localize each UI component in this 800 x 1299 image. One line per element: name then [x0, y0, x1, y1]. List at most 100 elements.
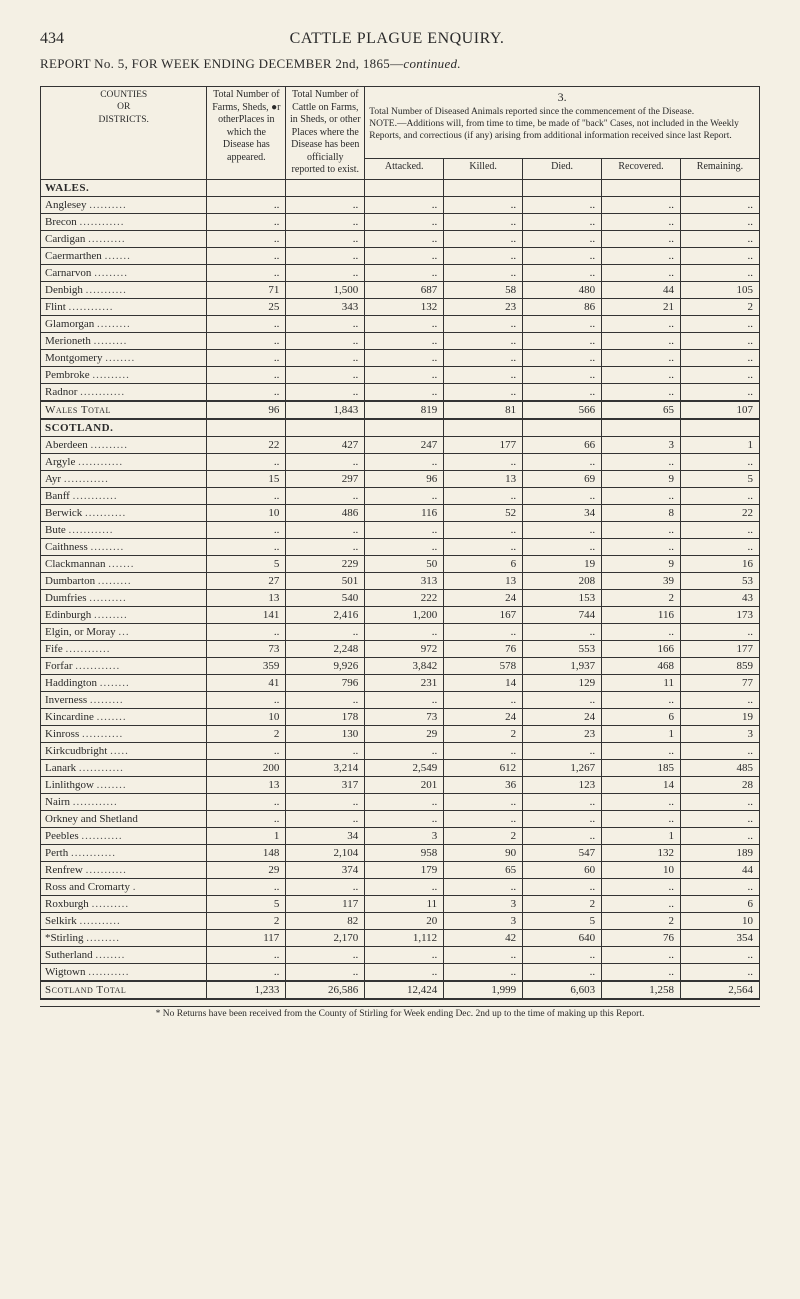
row-value: 179	[365, 861, 444, 878]
row-value: ..	[365, 315, 444, 332]
table-row: Peebles ...........13432..1..	[41, 827, 760, 844]
table-row: Roxburgh ..........51171132..6	[41, 895, 760, 912]
row-value: 185	[602, 759, 681, 776]
row-value: ..	[207, 383, 286, 401]
row-value: 167	[444, 606, 523, 623]
row-value: ..	[444, 878, 523, 895]
row-value: ..	[602, 810, 681, 827]
table-row: Forfar ............3599,9263,8425781,937…	[41, 657, 760, 674]
row-value: ..	[365, 213, 444, 230]
row-value	[602, 419, 681, 437]
row-value: 819	[365, 401, 444, 419]
row-value: ..	[365, 332, 444, 349]
row-value: 343	[286, 298, 365, 315]
row-value: 1	[207, 827, 286, 844]
section-head: WALES.	[41, 179, 760, 196]
report-prefix: REPORT No. 5, FOR WEEK ENDING DECEMBER 2…	[40, 56, 403, 71]
row-value	[207, 179, 286, 196]
row-value: ..	[523, 383, 602, 401]
row-value: 132	[602, 844, 681, 861]
page-number: 434	[40, 30, 64, 48]
row-value: 90	[444, 844, 523, 861]
col-died: Died.	[523, 158, 602, 179]
row-value: ..	[681, 383, 760, 401]
row-value: ..	[602, 383, 681, 401]
row-value: ..	[681, 623, 760, 640]
row-value: ..	[523, 247, 602, 264]
row-value: 2	[207, 725, 286, 742]
row-value: ..	[523, 213, 602, 230]
row-value: ..	[523, 453, 602, 470]
row-value: 44	[681, 861, 760, 878]
row-value: ..	[444, 366, 523, 383]
row-value: 24	[444, 589, 523, 606]
row-value: ..	[365, 247, 444, 264]
row-value: ..	[365, 946, 444, 963]
row-value: 2	[444, 725, 523, 742]
row-value: 313	[365, 572, 444, 589]
row-value: ..	[444, 264, 523, 281]
row-value: 468	[602, 657, 681, 674]
row-value	[286, 179, 365, 196]
row-name: Kinross ...........	[41, 725, 207, 742]
row-value: ..	[207, 742, 286, 759]
row-value: ..	[523, 230, 602, 247]
row-value: 2	[444, 827, 523, 844]
row-value: ..	[286, 742, 365, 759]
row-value: ..	[286, 264, 365, 281]
row-value: 27	[207, 572, 286, 589]
row-value: ..	[365, 538, 444, 555]
row-value: ..	[602, 521, 681, 538]
row-value: ..	[286, 247, 365, 264]
table-row: Linlithgow ........13317201361231428	[41, 776, 760, 793]
row-value: 132	[365, 298, 444, 315]
row-value: 42	[444, 929, 523, 946]
row-value: ..	[602, 230, 681, 247]
table-row: Caithness .......................	[41, 538, 760, 555]
data-table: COUNTIES OR DISTRICTS. Total Number of F…	[40, 86, 760, 1000]
row-value: 23	[523, 725, 602, 742]
row-value: ..	[365, 691, 444, 708]
row-value: 13	[444, 572, 523, 589]
row-value: 547	[523, 844, 602, 861]
row-value: 73	[365, 708, 444, 725]
row-name: Orkney and Shetland	[41, 810, 207, 827]
table-row: Radnor ..........................	[41, 383, 760, 401]
row-value: ..	[207, 366, 286, 383]
row-value: ..	[444, 315, 523, 332]
table-row: Nairn ..........................	[41, 793, 760, 810]
note-text: Total Number of Diseased Animals reporte…	[369, 107, 755, 119]
row-value: ..	[523, 196, 602, 213]
table-row: Brecon ..........................	[41, 213, 760, 230]
row-value: ..	[523, 742, 602, 759]
table-row: Elgin, or Moray .................	[41, 623, 760, 640]
row-value: ..	[365, 487, 444, 504]
row-value: 43	[681, 589, 760, 606]
row-name: Renfrew ...........	[41, 861, 207, 878]
row-value: ..	[286, 383, 365, 401]
row-value: ..	[681, 230, 760, 247]
row-value: 178	[286, 708, 365, 725]
row-value: 129	[523, 674, 602, 691]
row-value: 77	[681, 674, 760, 691]
row-name: Montgomery ........	[41, 349, 207, 366]
row-value: 105	[681, 281, 760, 298]
row-value: 34	[286, 827, 365, 844]
row-value	[444, 419, 523, 437]
row-name: Argyle ............	[41, 453, 207, 470]
row-value: ..	[523, 623, 602, 640]
row-name: Denbigh ...........	[41, 281, 207, 298]
table-row: Ayr ............1529796136995	[41, 470, 760, 487]
row-value: ..	[207, 230, 286, 247]
row-value: 36	[444, 776, 523, 793]
row-value: 1,843	[286, 401, 365, 419]
col-remaining: Remaining.	[681, 158, 760, 179]
row-value: ..	[365, 349, 444, 366]
row-value: 3	[444, 895, 523, 912]
row-value: ..	[681, 742, 760, 759]
row-value: ..	[602, 691, 681, 708]
row-name: Fife ............	[41, 640, 207, 657]
table-row: Glamorgan .......................	[41, 315, 760, 332]
row-value: 2	[207, 912, 286, 929]
row-name: Edinburgh .........	[41, 606, 207, 623]
